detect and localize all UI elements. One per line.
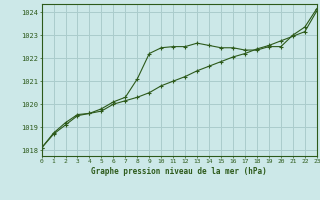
X-axis label: Graphe pression niveau de la mer (hPa): Graphe pression niveau de la mer (hPa) [91, 167, 267, 176]
